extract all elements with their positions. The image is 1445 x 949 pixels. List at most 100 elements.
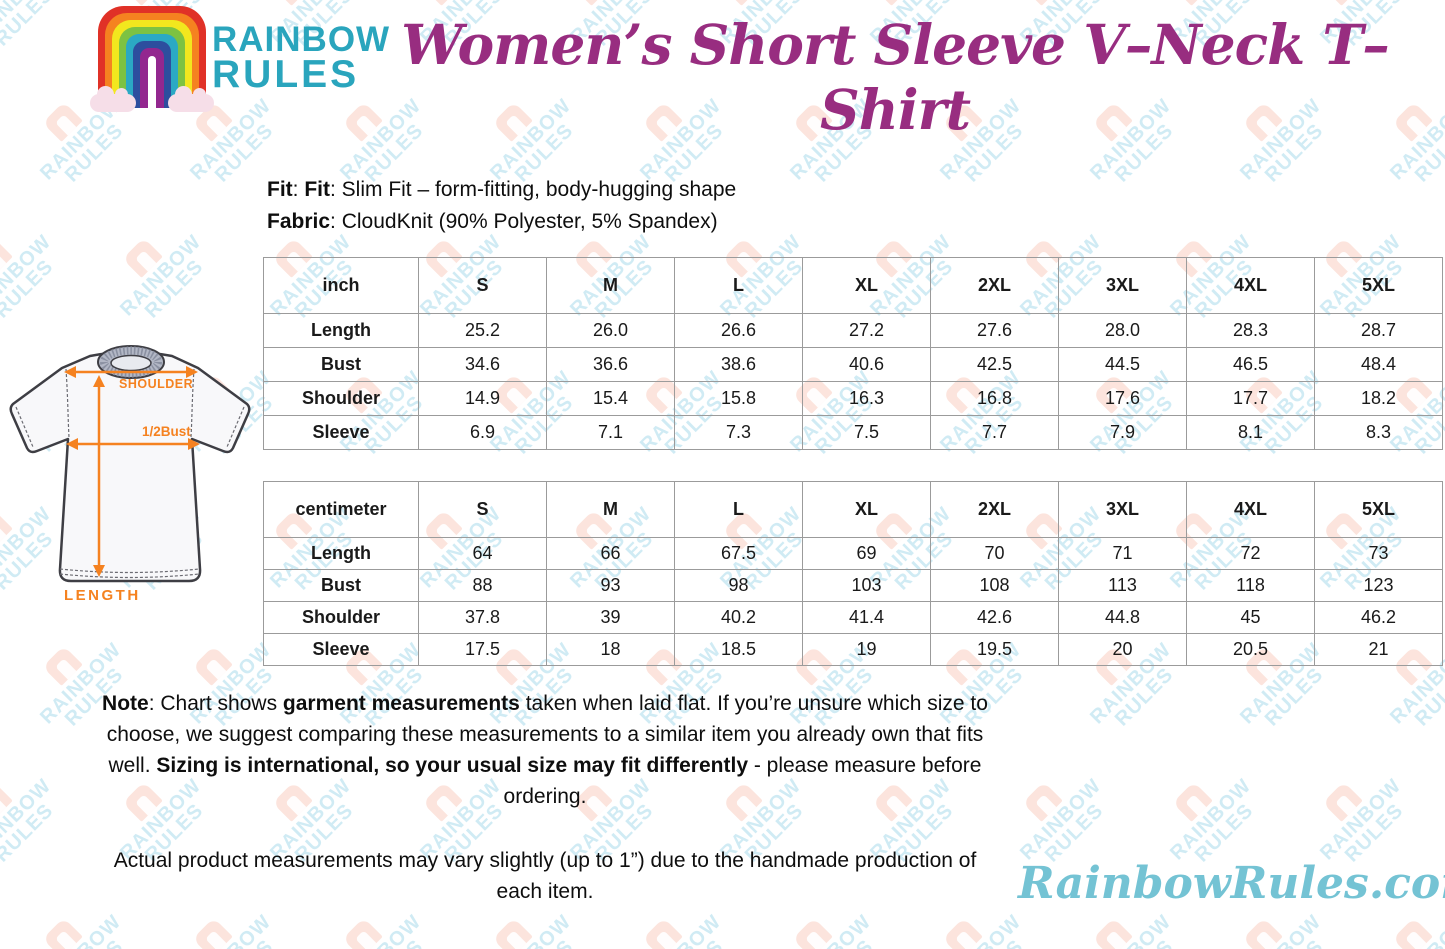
measurement-cell: 16.8	[930, 381, 1059, 416]
measurement-cell: 27.2	[802, 313, 931, 348]
measurement-cell: 20.5	[1186, 633, 1315, 666]
measurement-cell: 46.2	[1314, 601, 1443, 634]
shoulder-arrowhead-right	[186, 366, 198, 378]
shoulder-arrowhead-left	[64, 366, 76, 378]
measurement-cell: 18.2	[1314, 381, 1443, 416]
page-title: Women’s Short Sleeve V–Neck T–Shirt	[401, 12, 1390, 142]
measurement-row-label: Shoulder	[263, 601, 419, 634]
measurement-cell: 7.5	[802, 415, 931, 450]
measurement-row-label: Shoulder	[263, 381, 419, 416]
fit-label-2: Fit	[304, 178, 330, 201]
size-column-header: 3XL	[1058, 257, 1187, 314]
measurement-cell: 44.5	[1058, 347, 1187, 382]
measurement-cell: 8.1	[1186, 415, 1315, 450]
measurement-cell: 67.5	[674, 537, 803, 570]
measurement-row-label: Length	[263, 313, 419, 348]
measurement-cell: 40.2	[674, 601, 803, 634]
tshirt-measurement-diagram: SHOULDER 1/2Bust LENGTH	[9, 345, 251, 604]
sizing-note: Note: Chart shows garment measurements t…	[102, 692, 988, 808]
table-row: Sleeve 17.5 18 18.5 19 19.5 20 20.5 21	[263, 633, 1443, 666]
measurement-cell: 88	[418, 569, 547, 602]
length-arrowhead-bottom	[93, 565, 105, 577]
armhole-seam-left	[65, 368, 70, 438]
measurement-cell: 46.5	[1186, 347, 1315, 382]
measurement-cell: 113	[1058, 569, 1187, 602]
table-row: Length 25.2 26.0 26.6 27.2 27.6 28.0 28.3 28.7	[263, 313, 1443, 348]
table-row: Sleeve 6.9 7.1 7.3 7.5 7.7 7.9 8.1 8.3	[263, 415, 1443, 450]
logo-word-rules: RULES	[212, 53, 360, 97]
measurement-cell: 34.6	[418, 347, 547, 382]
header-row: inch S M L XL 2XL 3XL 4XL 5XL	[263, 257, 1443, 314]
measurement-cell: 26.6	[674, 313, 803, 348]
fit-label: Fit	[267, 178, 293, 201]
product-info: Fit: Fit: Slim Fit – form-fitting, body-…	[267, 174, 736, 238]
rainbow-arch-icon	[90, 6, 214, 112]
fabric-line: Fabric: CloudKnit (90% Polyester, 5% Spa…	[267, 206, 736, 238]
measurement-cell: 72	[1186, 537, 1315, 570]
measurement-cell: 17.6	[1058, 381, 1187, 416]
measurement-cell: 108	[930, 569, 1059, 602]
measurement-cell: 15.8	[674, 381, 803, 416]
measurement-cell: 70	[930, 537, 1059, 570]
table-row: Bust 34.6 36.6 38.6 40.6 42.5 44.5 46.5 48.4	[263, 347, 1443, 382]
fabric-label: Fabric	[267, 210, 331, 233]
rainbow-rules-logo: RAINBOW RULES	[90, 6, 390, 112]
size-column-header: 5XL	[1314, 481, 1443, 538]
cuff-seam-right	[226, 406, 245, 448]
hem-seam-top	[59, 568, 200, 574]
measurement-cell: 16.3	[802, 381, 931, 416]
unit-header: centimeter	[263, 481, 419, 538]
measurement-cell: 39	[546, 601, 675, 634]
measurement-cell: 14.9	[418, 381, 547, 416]
fit-line: Fit: Fit: Slim Fit – form-fitting, body-…	[267, 178, 737, 201]
size-column-header: 3XL	[1058, 481, 1187, 538]
measurement-cell: 8.3	[1314, 415, 1443, 450]
fit-value: : Slim Fit – form-fitting, body-hugging …	[329, 178, 737, 201]
size-column-header: XL	[802, 481, 931, 538]
size-column-header: 4XL	[1186, 257, 1315, 314]
measurement-cell: 19.5	[930, 633, 1059, 666]
size-column-header: S	[418, 481, 547, 538]
measurement-cell: 7.3	[674, 415, 803, 450]
measurement-cell: 69	[802, 537, 931, 570]
size-column-header: XL	[802, 257, 931, 314]
measurement-cell: 28.0	[1058, 313, 1187, 348]
rainbow-arch-opening	[148, 56, 156, 108]
armhole-seam-right	[190, 368, 195, 438]
unit-header: inch	[263, 257, 419, 314]
cloud-left-icon	[90, 86, 136, 112]
website-url: RainbowRules.com	[1018, 858, 1445, 909]
size-column-header: S	[418, 257, 547, 314]
measurement-cell: 36.6	[546, 347, 675, 382]
measurement-cell: 42.5	[930, 347, 1059, 382]
hem-seam-bottom	[59, 573, 200, 579]
logo-wordmark: RAINBOW RULES	[212, 22, 390, 108]
header-row: centimeter S M L XL 2XL 3XL 4XL 5XL	[263, 481, 1443, 538]
measurement-cell: 48.4	[1314, 347, 1443, 382]
measurement-cell: 15.4	[546, 381, 675, 416]
measurement-cell: 103	[802, 569, 931, 602]
measurement-row-label: Bust	[263, 347, 419, 382]
collar-inner	[110, 354, 152, 372]
measurement-cell: 17.7	[1186, 381, 1315, 416]
size-table-inch: inch S M L XL 2XL 3XL 4XL 5XL Length 25.2 26.0 26.6 2…	[263, 257, 1443, 450]
measurement-cell: 7.1	[546, 415, 675, 450]
bust-arrowhead-right	[188, 438, 200, 450]
size-column-header: 2XL	[930, 481, 1059, 538]
size-column-header: 4XL	[1186, 481, 1315, 538]
fabric-value: : CloudKnit (90% Polyester, 5% Spandex)	[330, 210, 718, 233]
measurement-cell: 28.3	[1186, 313, 1315, 348]
measurement-row-label: Sleeve	[263, 415, 419, 450]
cloud-right-icon	[168, 86, 214, 112]
measurement-cell: 66	[546, 537, 675, 570]
cuff-seam-left	[15, 406, 34, 448]
measurement-cell: 18.5	[674, 633, 803, 666]
collar-ribbing	[100, 346, 162, 378]
measurement-cell: 73	[1314, 537, 1443, 570]
measurement-row-label: Sleeve	[263, 633, 419, 666]
measurement-cell: 21	[1314, 633, 1443, 666]
measurement-cell: 40.6	[802, 347, 931, 382]
measurement-cell: 7.9	[1058, 415, 1187, 450]
length-arrow-label: LENGTH	[64, 587, 141, 604]
